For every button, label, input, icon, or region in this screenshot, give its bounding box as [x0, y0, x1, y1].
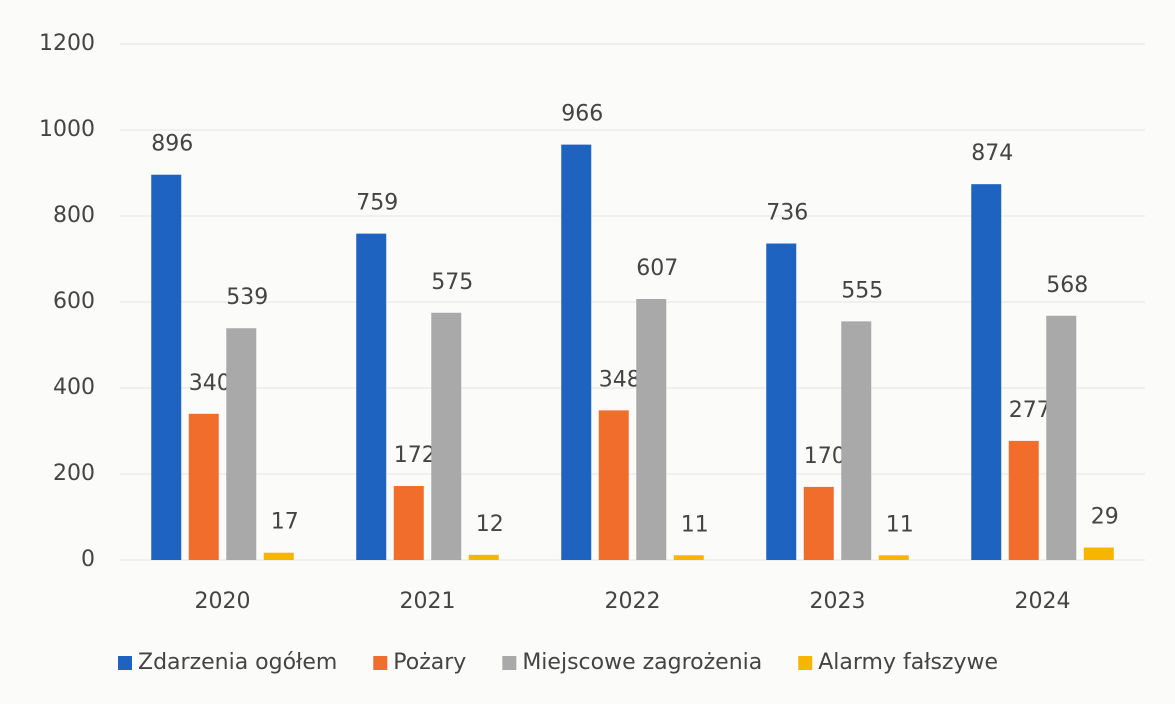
x-tick-label: 2024 [1015, 589, 1071, 614]
data-label: 759 [356, 191, 398, 216]
data-label: 555 [841, 278, 883, 303]
bar [971, 184, 1002, 560]
bar [1046, 315, 1077, 560]
bar [878, 555, 909, 560]
legend-swatch [373, 656, 388, 670]
data-label: 539 [226, 285, 268, 310]
data-label: 29 [1091, 505, 1119, 530]
data-label: 966 [561, 102, 603, 127]
bar [393, 486, 424, 560]
x-tick-label: 2020 [195, 589, 251, 614]
data-label: 736 [766, 201, 808, 226]
data-label: 12 [476, 512, 504, 537]
data-label: 172 [394, 443, 436, 468]
y-tick-label: 1200 [39, 31, 95, 56]
legend-label: Miejscowe zagrożenia [522, 650, 762, 675]
bar [636, 298, 667, 560]
legend-label: Zdarzenia ogółem [138, 650, 337, 675]
data-label: 607 [636, 256, 678, 281]
legend-swatch [502, 656, 517, 670]
bar [803, 486, 834, 560]
y-tick-label: 800 [53, 203, 95, 228]
y-tick-label: 600 [53, 289, 95, 314]
y-tick-label: 400 [53, 375, 95, 400]
data-label: 17 [271, 510, 299, 535]
legend-swatch [798, 656, 813, 670]
x-tick-label: 2022 [605, 589, 661, 614]
bar [1008, 440, 1039, 560]
data-label: 575 [431, 270, 473, 295]
y-tick-label: 0 [81, 547, 95, 572]
data-label: 11 [681, 512, 709, 537]
bar [673, 555, 704, 560]
data-label: 568 [1046, 273, 1088, 298]
bar [263, 552, 294, 560]
data-label: 874 [971, 141, 1013, 166]
data-label: 340 [189, 371, 231, 396]
bar [841, 321, 872, 560]
data-label: 277 [1009, 398, 1051, 423]
data-label: 11 [886, 512, 914, 537]
bars: 2020 896 340 539 17 2021 759 172 575 12 2022 966 348… [151, 102, 1119, 614]
x-tick-label: 2021 [400, 589, 456, 614]
data-label: 348 [599, 367, 641, 392]
legend-label: Pożary [393, 650, 466, 675]
bar [356, 233, 387, 560]
x-tick-label: 2023 [810, 589, 866, 614]
bar [226, 328, 257, 560]
bar [151, 174, 182, 560]
legend-label: Alarmy fałszywe [818, 650, 998, 675]
y-tick-label: 1000 [39, 117, 95, 142]
bar [561, 144, 592, 560]
bar [598, 410, 629, 560]
bar [468, 554, 499, 560]
legend: Zdarzenia ogółem Pożary Miejscowe zagrożen… [118, 650, 998, 675]
data-label: 170 [804, 444, 846, 469]
bar [431, 312, 462, 560]
y-tick-label: 200 [53, 461, 95, 486]
bar [188, 413, 219, 560]
bar [1083, 547, 1114, 560]
data-label: 896 [151, 132, 193, 157]
bar [766, 243, 797, 560]
legend-swatch [118, 656, 132, 670]
